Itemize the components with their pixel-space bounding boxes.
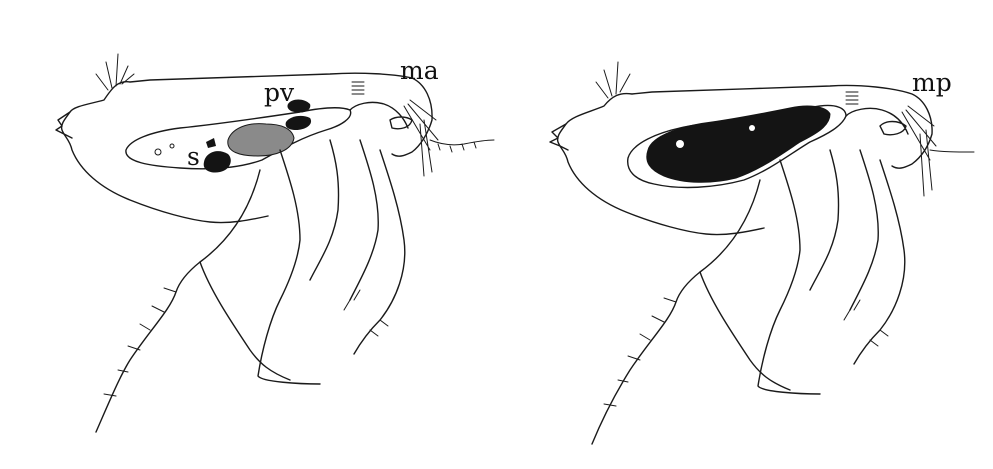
left-leg-1 bbox=[95, 169, 261, 433]
label-mp: mp bbox=[912, 68, 952, 97]
right-gut-highlight-2 bbox=[749, 125, 755, 131]
right-leg-4 bbox=[853, 159, 906, 365]
left-body-outline bbox=[60, 72, 433, 224]
left-leg-4 bbox=[353, 149, 406, 355]
right-leg-3 bbox=[809, 149, 879, 311]
right-leg-bristles bbox=[603, 297, 889, 407]
left-s-blob-2 bbox=[206, 138, 216, 148]
left-pv-blob bbox=[287, 99, 311, 113]
right-segment-ticks bbox=[845, 91, 859, 105]
right-bristles bbox=[595, 61, 631, 99]
left-inner-cavity bbox=[125, 107, 352, 170]
right-mouthparts bbox=[901, 105, 937, 197]
left-antenna bbox=[429, 139, 495, 153]
left-bristles bbox=[95, 53, 135, 91]
left-specimen bbox=[55, 53, 495, 433]
left-mouthparts bbox=[403, 99, 439, 177]
right-tail-tip bbox=[549, 123, 569, 151]
left-small-dot bbox=[154, 148, 162, 156]
left-leg-3 bbox=[309, 139, 379, 301]
left-gut-gray bbox=[227, 123, 295, 157]
label-ma: ma bbox=[400, 56, 439, 85]
left-leg-bristles bbox=[103, 287, 389, 397]
right-leg-1 bbox=[591, 179, 761, 445]
right-antenna bbox=[929, 149, 975, 153]
left-pv-blob-2 bbox=[285, 115, 312, 130]
right-leg-5 bbox=[699, 271, 791, 391]
left-leg-2 bbox=[257, 149, 321, 385]
left-segment-ticks bbox=[351, 81, 365, 95]
label-pv: pv bbox=[264, 78, 295, 107]
label-s: s bbox=[187, 142, 200, 171]
right-gut-dark bbox=[646, 105, 831, 183]
left-small-dot-2 bbox=[169, 143, 175, 149]
right-head bbox=[845, 107, 909, 136]
left-tail-tip bbox=[55, 111, 73, 139]
right-body-outline bbox=[556, 84, 933, 236]
right-specimen bbox=[549, 61, 975, 445]
right-leg-2 bbox=[757, 159, 821, 395]
left-head bbox=[349, 101, 413, 130]
left-s-blob bbox=[203, 151, 231, 173]
left-leg-5 bbox=[199, 261, 291, 381]
right-gut-highlight bbox=[676, 140, 684, 148]
